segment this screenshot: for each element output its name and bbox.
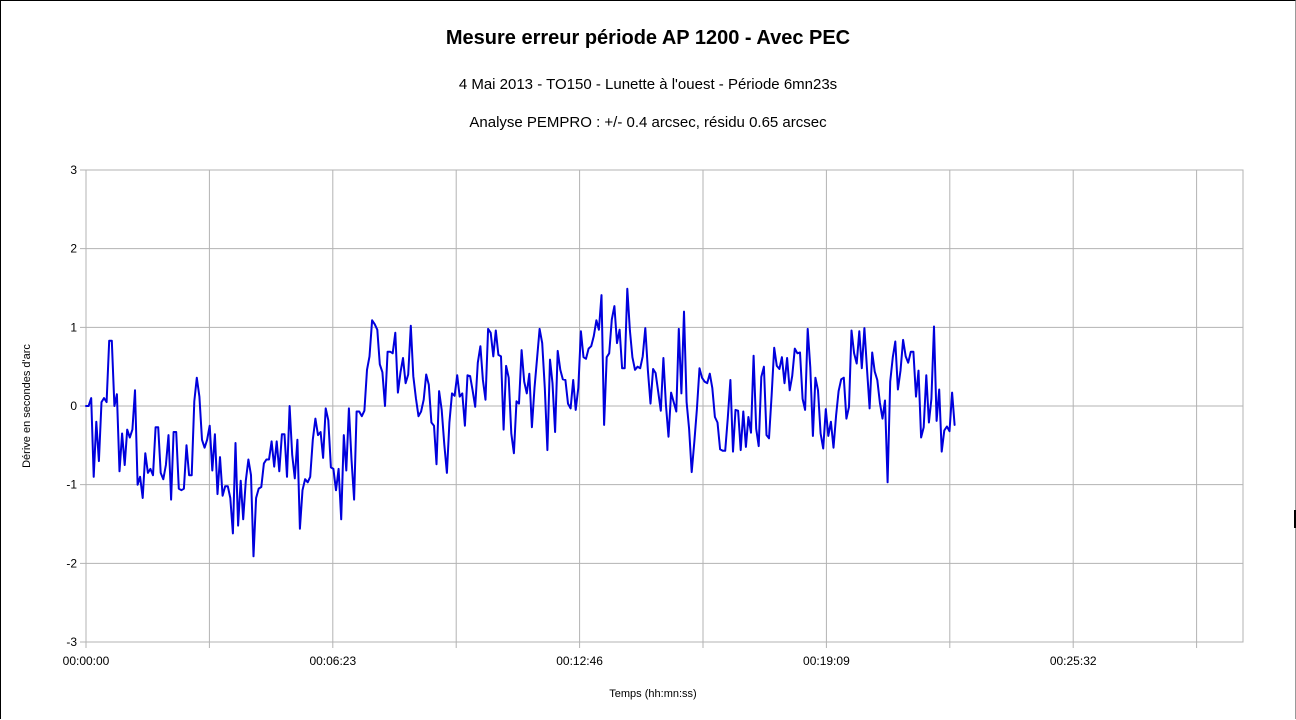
x-tick-label: 00:19:09 (803, 654, 850, 668)
x-tick-label: 00:06:23 (309, 654, 356, 668)
x-tick-labels: 00:00:00 00:06:23 00:12:46 00:19:09 00:25:32 (63, 654, 1097, 668)
x-tick-label: 00:25:32 (1050, 654, 1097, 668)
x-tick-label: 00:00:00 (63, 654, 110, 668)
y-axis-label: Dérive en secondes d'arc (21, 344, 33, 468)
chart-subtitle-date: 4 Mai 2013 - TO150 - Lunette à l'ouest -… (458, 76, 838, 93)
y-tick-label: 3 (70, 163, 77, 177)
x-axis-label: Temps (hh:mn:ss) (609, 688, 696, 700)
y-tick-label: -2 (66, 556, 77, 570)
y-tick-label: 0 (70, 399, 77, 413)
chart-subtitle-analysis: Analyse PEMPRO : +/- 0.4 arcsec, résidu … (469, 114, 827, 131)
y-tick-label: -1 (66, 478, 77, 492)
text-cursor-icon (1294, 510, 1296, 528)
grid-lines (80, 169, 1244, 648)
chart-title: Mesure erreur période AP 1200 - Avec PEC (445, 27, 851, 49)
y-tick-labels: 3 2 1 0 -1 -2 -3 (66, 163, 77, 649)
y-tick-label: 2 (70, 242, 77, 256)
y-tick-label: -3 (66, 635, 77, 649)
series-layer (85, 287, 956, 558)
y-tick-label: 1 (70, 320, 77, 334)
x-tick-label: 00:12:46 (556, 654, 603, 668)
series-line-0 (85, 287, 956, 558)
